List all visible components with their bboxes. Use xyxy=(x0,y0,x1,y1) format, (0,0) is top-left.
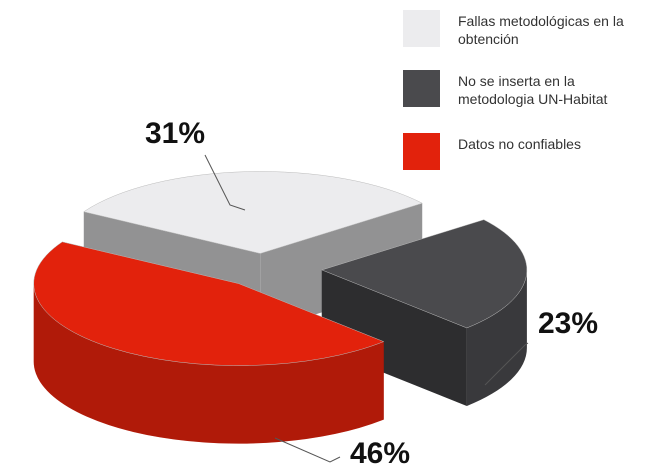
slice-side xyxy=(321,269,467,406)
slice-side-shade xyxy=(321,269,467,406)
slice-top xyxy=(321,219,528,329)
legend-swatch xyxy=(403,70,440,107)
legend-item: No se inserta en la metodologia UN-Habit… xyxy=(403,70,643,112)
leader-line xyxy=(484,342,529,386)
slice-top xyxy=(83,171,423,254)
legend-label: Datos no confiables xyxy=(458,136,581,152)
slice xyxy=(33,241,385,444)
legend-label: No se inserta en la metodologia UN-Habit… xyxy=(458,73,608,107)
slice-top xyxy=(33,241,385,366)
leader-line xyxy=(204,154,246,211)
data-label: 46% xyxy=(350,437,410,470)
legend-swatch xyxy=(403,10,440,47)
leader-line xyxy=(274,437,341,463)
legend-item: Datos no confiables xyxy=(403,133,643,175)
legend-item: Fallas metodológicas en la obtención xyxy=(403,10,643,52)
legend-swatch xyxy=(403,133,440,170)
slice-side xyxy=(466,269,527,406)
slice-side-shade xyxy=(466,269,527,406)
slice xyxy=(321,219,528,406)
legend-label: Fallas metodológicas en la obtención xyxy=(458,13,624,47)
data-label: 31% xyxy=(145,117,205,150)
slice-side xyxy=(33,283,384,444)
slice-side-shade xyxy=(33,283,384,444)
data-label: 23% xyxy=(538,307,598,340)
